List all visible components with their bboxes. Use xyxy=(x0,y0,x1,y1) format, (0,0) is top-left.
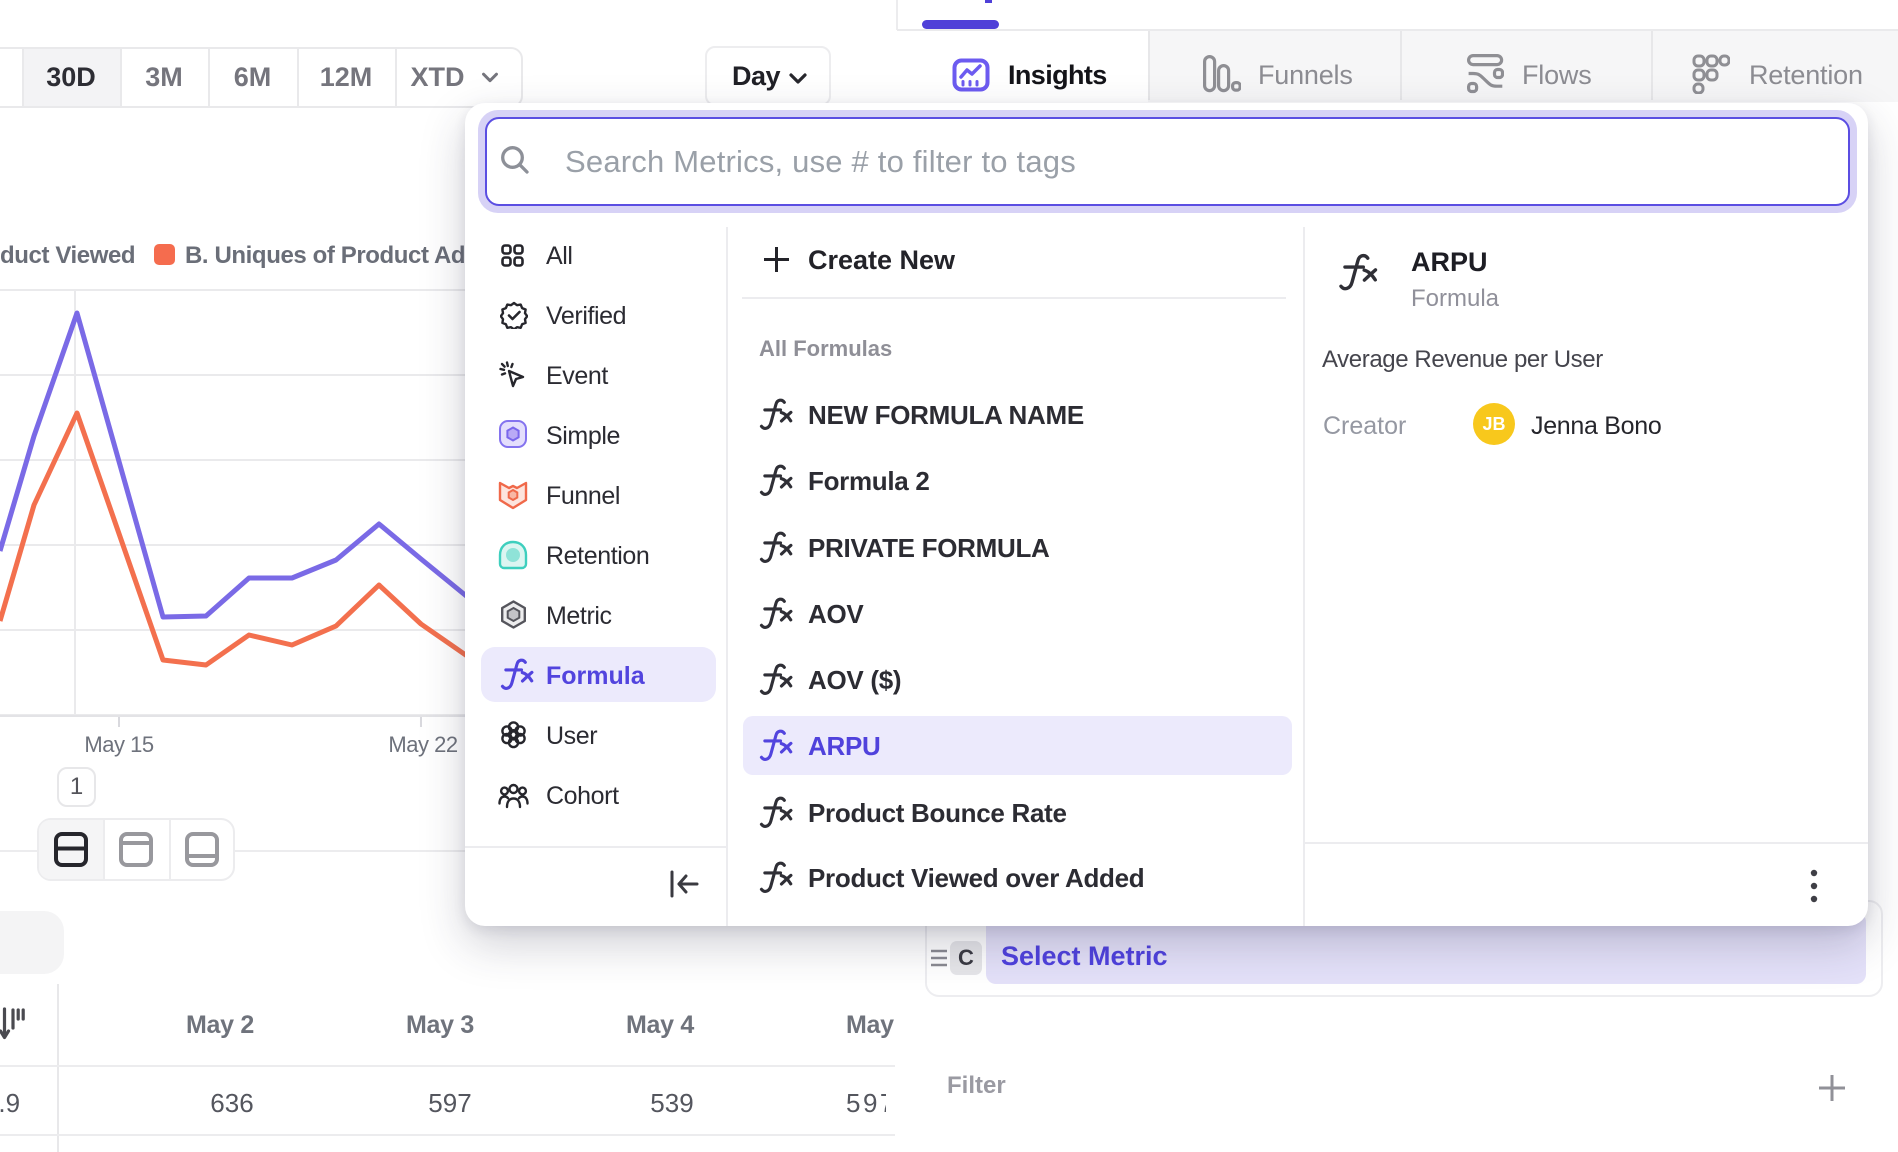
svg-text:May 22: May 22 xyxy=(388,732,457,757)
svg-text:May 15: May 15 xyxy=(84,732,153,757)
